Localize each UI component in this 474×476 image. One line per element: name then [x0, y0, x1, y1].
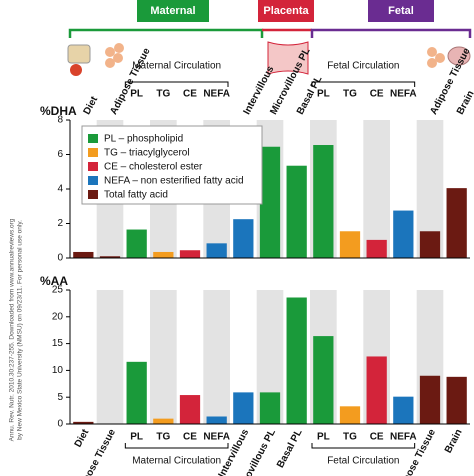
- bar: [73, 251, 94, 258]
- x-tick-label: NEFA: [390, 89, 417, 100]
- legend-label: PL – phospholipid: [104, 134, 183, 145]
- column-shade: [96, 290, 124, 424]
- x-tick-label: CE: [183, 89, 197, 100]
- legend-swatch: [88, 148, 98, 157]
- bar: [233, 392, 254, 424]
- bar: [259, 146, 281, 258]
- bar: [446, 188, 467, 258]
- bar: [366, 356, 387, 424]
- bar: [339, 231, 361, 258]
- bar: [99, 256, 121, 258]
- group-label: Fetal Circulation: [327, 61, 399, 72]
- legend-label: CE – cholesterol ester: [104, 162, 203, 173]
- maternal-label: Maternal: [150, 5, 195, 17]
- group-label: Maternal Circulation: [132, 456, 221, 467]
- x-tick-label: Brain: [455, 89, 474, 117]
- y-tick-label: 0: [57, 253, 63, 264]
- column-shade: [150, 290, 177, 424]
- legend-label: TG – triacylglycerol: [104, 148, 190, 159]
- bar: [286, 297, 307, 424]
- bar: [286, 165, 307, 258]
- bar: [419, 231, 441, 258]
- x-tick-label: NEFA: [390, 432, 417, 443]
- x-tick-label: TG: [156, 432, 170, 443]
- legend-swatch: [88, 176, 98, 185]
- y-tick-label: 0: [57, 419, 63, 430]
- y-tick-label: 6: [57, 149, 63, 160]
- bar: [259, 392, 281, 424]
- bar: [206, 416, 227, 424]
- bar: [393, 396, 414, 424]
- y-tick-label: 10: [52, 365, 64, 376]
- x-tick-label: Brain: [443, 427, 465, 455]
- y-tick-label: 15: [52, 338, 64, 349]
- maternal-bracket: [68, 28, 264, 38]
- x-tick-label: Basal PL: [275, 427, 305, 469]
- bar: [179, 395, 201, 424]
- bar: [126, 361, 147, 424]
- icons: [67, 41, 471, 76]
- x-tick-label: NEFA: [203, 432, 230, 443]
- bar: [393, 210, 414, 258]
- bar: [126, 229, 147, 258]
- bar: [313, 145, 334, 258]
- bar: [206, 243, 227, 258]
- placenta-box: [258, 0, 314, 22]
- group-bracket: [124, 81, 229, 87]
- x-tick-label: CE: [370, 432, 384, 443]
- x-tick-label: TG: [156, 89, 170, 100]
- y-tick-label: 25: [52, 285, 64, 296]
- side-note: Annu. Rev. Nutr. 2010.30:237-255. Downlo…: [9, 218, 16, 441]
- x-tick-label: Diet: [82, 94, 101, 116]
- group-label: Fetal Circulation: [327, 456, 399, 467]
- legend-box: [81, 125, 263, 205]
- bar: [313, 336, 334, 424]
- y-tick-label: 20: [52, 311, 64, 322]
- x-tick-label: NEFA: [203, 89, 230, 100]
- bar: [419, 375, 441, 424]
- y-tick-label: 2: [57, 218, 63, 229]
- legend-swatch: [88, 190, 98, 199]
- group-bracket: [124, 443, 229, 449]
- x-tick-label: CE: [183, 432, 197, 443]
- x-tick-label: PL: [130, 89, 143, 100]
- bar: [366, 239, 387, 258]
- side-note: by New Mexico State University (NMSU) on…: [17, 220, 24, 440]
- y-axis-label: %AA: [40, 274, 68, 288]
- column-shade: [363, 120, 390, 258]
- y-tick-label: 8: [57, 115, 63, 126]
- bar: [233, 219, 254, 258]
- x-tick-label: TG: [343, 89, 357, 100]
- y-axis-label: %DHA: [40, 104, 77, 118]
- bar: [339, 406, 361, 424]
- y-tick-label: 5: [57, 392, 63, 403]
- bar: [73, 421, 94, 424]
- legend-label: Total fatty acid: [104, 190, 168, 201]
- legend-label: NEFA – non esterified fatty acid: [104, 176, 244, 187]
- x-tick-label: PL: [317, 432, 330, 443]
- fetal-label: Fetal: [388, 5, 414, 17]
- x-tick-label: TG: [343, 432, 357, 443]
- maternal-box: [137, 0, 209, 22]
- fetal-box: [368, 0, 434, 22]
- x-tick-label: Diet: [73, 427, 92, 449]
- group-bracket: [311, 443, 416, 449]
- bar: [179, 250, 201, 258]
- bar: [153, 251, 174, 258]
- group-label: Maternal Circulation: [132, 61, 221, 72]
- y-tick-label: 4: [57, 184, 63, 195]
- bar: [446, 376, 467, 424]
- x-tick-label: PL: [317, 89, 330, 100]
- fetal-bracket: [310, 28, 472, 38]
- placenta-label: Placenta: [263, 5, 309, 17]
- group-bracket: [311, 81, 416, 87]
- x-tick-label: PL: [130, 432, 143, 443]
- legend-swatch: [88, 162, 98, 171]
- column-shade: [203, 290, 230, 424]
- bar: [153, 418, 174, 424]
- legend-swatch: [88, 134, 98, 143]
- x-tick-label: CE: [370, 89, 384, 100]
